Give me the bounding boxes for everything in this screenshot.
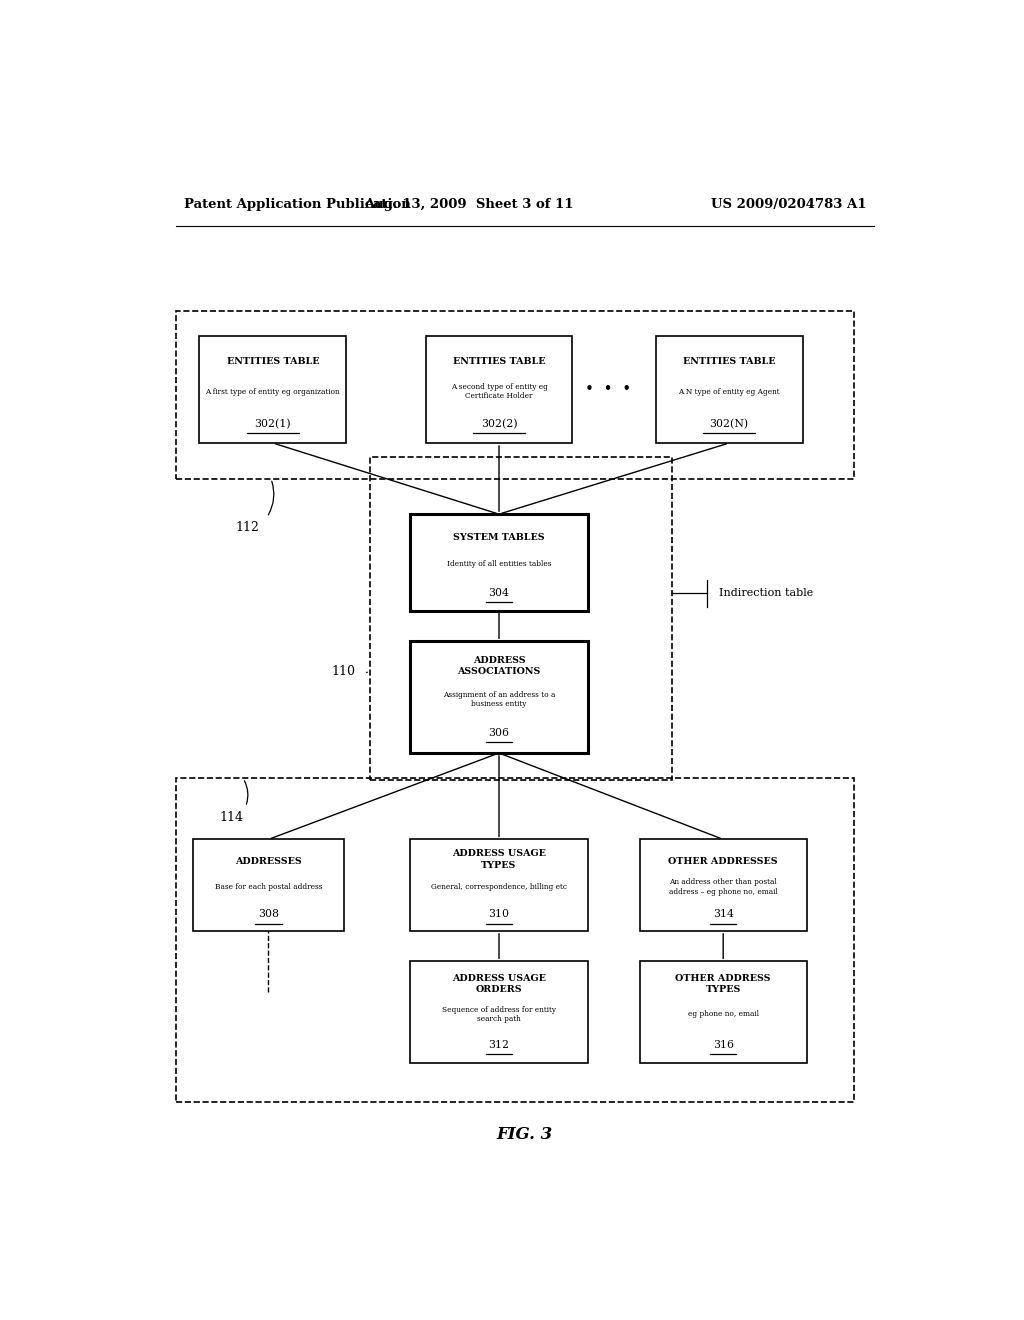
Text: OTHER ADDRESSES: OTHER ADDRESSES [669,857,778,866]
Text: Base for each postal address: Base for each postal address [215,883,323,891]
Text: OTHER ADDRESS
TYPES: OTHER ADDRESS TYPES [676,974,771,994]
Text: ENTITIES TABLE: ENTITIES TABLE [453,358,545,367]
Text: ENTITIES TABLE: ENTITIES TABLE [226,358,319,367]
Bar [410,642,588,752]
Text: 306: 306 [488,727,510,738]
Text: A first type of entity eg organization: A first type of entity eg organization [206,388,340,396]
Text: 310: 310 [488,909,510,920]
Bar [176,312,854,479]
Text: 312: 312 [488,1040,510,1049]
Text: 308: 308 [258,909,279,920]
Text: ADDRESS USAGE
ORDERS: ADDRESS USAGE ORDERS [452,974,546,994]
Text: A second type of entity eg
Certificate Holder: A second type of entity eg Certificate H… [451,383,548,400]
Text: Identity of all entities tables: Identity of all entities tables [446,561,551,569]
Text: Sequence of address for entity
search path: Sequence of address for entity search pa… [442,1006,556,1023]
Bar [655,337,803,444]
Text: ADDRESS USAGE
TYPES: ADDRESS USAGE TYPES [452,850,546,870]
Bar [426,337,572,444]
Text: ADDRESS
ASSOCIATIONS: ADDRESS ASSOCIATIONS [458,656,541,676]
Text: 302(N): 302(N) [710,418,749,429]
Bar [410,961,588,1063]
Text: Assignment of an address to a
business entity: Assignment of an address to a business e… [442,690,555,708]
Text: Aug. 13, 2009  Sheet 3 of 11: Aug. 13, 2009 Sheet 3 of 11 [365,198,574,211]
Text: ENTITIES TABLE: ENTITIES TABLE [683,358,775,367]
Text: An address other than postal
address – eg phone no, email: An address other than postal address – e… [669,878,777,895]
Text: 314: 314 [713,909,733,920]
Text: 304: 304 [488,589,510,598]
Text: 110: 110 [332,665,356,678]
Text: 316: 316 [713,1040,734,1049]
Bar [200,337,346,444]
Text: SYSTEM TABLES: SYSTEM TABLES [454,533,545,541]
Bar [640,840,807,931]
Text: 114: 114 [219,810,243,824]
Text: US 2009/0204783 A1: US 2009/0204783 A1 [711,198,866,211]
Bar [194,840,344,931]
Text: Patent Application Publication: Patent Application Publication [183,198,411,211]
Bar [640,961,807,1063]
Bar [410,840,588,931]
Text: Indirection table: Indirection table [719,589,813,598]
Bar [370,457,672,780]
Text: FIG. 3: FIG. 3 [497,1126,553,1143]
Text: 302(2): 302(2) [480,418,517,429]
Text: A N type of entity eg Agent: A N type of entity eg Agent [678,388,780,396]
Text: 112: 112 [236,521,259,533]
Text: General, correspondence, billing etc: General, correspondence, billing etc [431,883,567,891]
Text: ADDRESSES: ADDRESSES [236,857,302,866]
Bar [410,515,588,611]
Text: 302(1): 302(1) [255,418,291,429]
Text: eg phone no, email: eg phone no, email [688,1010,759,1018]
Bar [176,779,854,1102]
Text: •  •  •: • • • [585,381,631,396]
